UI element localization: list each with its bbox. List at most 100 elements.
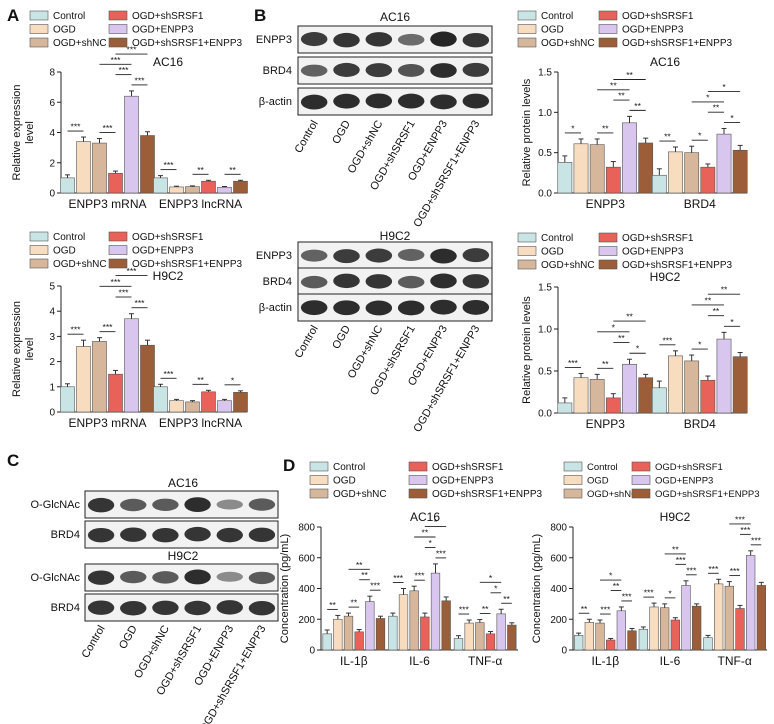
bar: [409, 590, 419, 651]
legend-label: OGD+shSRSF1+ENPP3: [432, 489, 542, 500]
blot-row-label: BRD4: [263, 276, 292, 288]
legend-b-ac16: Control OGD+shSRSF1 OGD OGD+ENPP3 OGD+shNC OG…: [517, 10, 732, 49]
bar: [124, 95, 139, 194]
blot-row-label: β-actin: [259, 302, 292, 314]
bar: [589, 379, 605, 414]
bar: [606, 639, 616, 651]
y-tick-label: 1.5: [538, 283, 552, 294]
blot-band: [333, 273, 360, 289]
legend-label: Control: [53, 11, 85, 22]
bar: [185, 401, 200, 413]
bar: [557, 162, 573, 194]
sig-label: ***: [436, 548, 447, 558]
legend-label: OGD+ENPP3: [132, 246, 194, 257]
sig-label: ***: [622, 591, 633, 601]
blot-band: [462, 274, 490, 289]
sig-label: *: [730, 317, 734, 327]
legend-label: Control: [53, 232, 85, 243]
sig-label: ***: [644, 588, 655, 598]
blot-band: [430, 248, 457, 264]
legend-label: OGD+shNC: [333, 489, 387, 500]
sig-label: ***: [111, 55, 122, 65]
bar: [233, 392, 248, 413]
bar: [703, 637, 713, 651]
blot-band: [397, 300, 425, 316]
sig-label: **: [626, 312, 633, 322]
bar: [638, 377, 654, 414]
sig-label: *: [231, 375, 235, 385]
x-tick-label: BRD4: [684, 197, 716, 211]
y-tick-label: 6: [49, 98, 55, 109]
blot-b-ac16-brd4: [297, 56, 493, 85]
bar: [169, 186, 184, 194]
blot-band: [216, 527, 243, 543]
chart-title: H9C2: [650, 270, 681, 284]
sig-label: **: [610, 80, 617, 90]
x-tick-label: IL-6: [409, 654, 430, 668]
legend-swatch: [309, 475, 329, 485]
blot-frame: [297, 25, 493, 54]
legend-a-h9c2: Control OGD+shSRSF1 OGD OGD+ENPP3 OGD+shNC OG…: [29, 231, 242, 270]
sig-label: ***: [568, 358, 579, 368]
sig-label: **: [361, 570, 368, 580]
legend-label: OGD: [541, 247, 564, 258]
blot-c-h9c2-brd4: [84, 593, 279, 622]
blot-band: [397, 64, 425, 77]
legend-swatch: [517, 10, 537, 21]
bar: [660, 607, 670, 651]
bar: [651, 387, 667, 414]
y-tick-label: 800: [298, 523, 315, 534]
bar: [557, 402, 573, 414]
blot-band: [87, 527, 115, 543]
blot-band: [300, 32, 328, 47]
blot-band: [333, 32, 360, 48]
blot-b-h9c2-enpp3: [297, 241, 493, 270]
blot-band: [462, 248, 490, 263]
bar: [343, 615, 354, 651]
blot-band: [365, 32, 393, 47]
sig-label: **: [713, 306, 720, 316]
y-axis-label: level: [24, 338, 36, 361]
lane-label: OGD+shSRSF1+ENPP3: [412, 119, 483, 230]
blot-band: [333, 62, 360, 77]
legend-label: OGD: [53, 246, 76, 257]
bar: [76, 141, 91, 194]
bar: [322, 633, 332, 651]
sig-label: ***: [393, 573, 404, 583]
sig-label: ***: [127, 45, 138, 55]
bar: [700, 166, 716, 194]
bar: [714, 583, 724, 651]
blot-frame: [297, 241, 493, 270]
legend-label: OGD+shNC: [541, 38, 595, 49]
sig-label: **: [634, 101, 641, 111]
sig-label: **: [329, 600, 336, 610]
blot-title: H9C2: [380, 229, 411, 243]
bar: [496, 613, 506, 651]
lane-labels-b-bottom: Control OGDOGD+shNCOGD+shSRSF1OGD+ENPP3OG…: [293, 323, 483, 434]
panel-label-C: C: [7, 451, 19, 470]
legend-d-h9c2: Control OGD+shSRSF1 OGD OGD+ENPP3 OGD+shNC OG…: [563, 461, 760, 500]
sig-label: *: [730, 113, 734, 123]
legend-b-h9c2: Control OGD+shSRSF1 OGD OGD+ENPP3 OGD+shNC OG…: [517, 232, 732, 271]
y-tick-label: 0.0: [538, 409, 552, 420]
bar: [700, 379, 716, 414]
sig-label: **: [351, 598, 358, 608]
legend-label: OGD+shNC: [53, 38, 107, 49]
legend-swatch: [517, 259, 537, 270]
legend-label: OGD+ENPP3: [655, 476, 713, 487]
blot-band: [462, 32, 490, 48]
legend-label: OGD+shSRSF1+ENPP3: [622, 38, 732, 49]
blot-band: [365, 63, 393, 78]
blot-band: [184, 497, 211, 513]
bar: [616, 610, 626, 651]
blot-frame: [84, 593, 279, 622]
x-tick-label: ENPP3 mRNA: [68, 416, 146, 430]
legend-label: OGD+shSRSF1: [655, 462, 723, 473]
y-tick-label: 400: [298, 584, 315, 595]
y-axis-label: Relative expression: [11, 85, 23, 181]
x-tick-label: TNF-α: [718, 654, 752, 668]
sig-label: *: [434, 517, 438, 527]
y-tick-label: 600: [550, 553, 567, 564]
blot-band: [300, 249, 328, 262]
bar: [589, 144, 605, 194]
